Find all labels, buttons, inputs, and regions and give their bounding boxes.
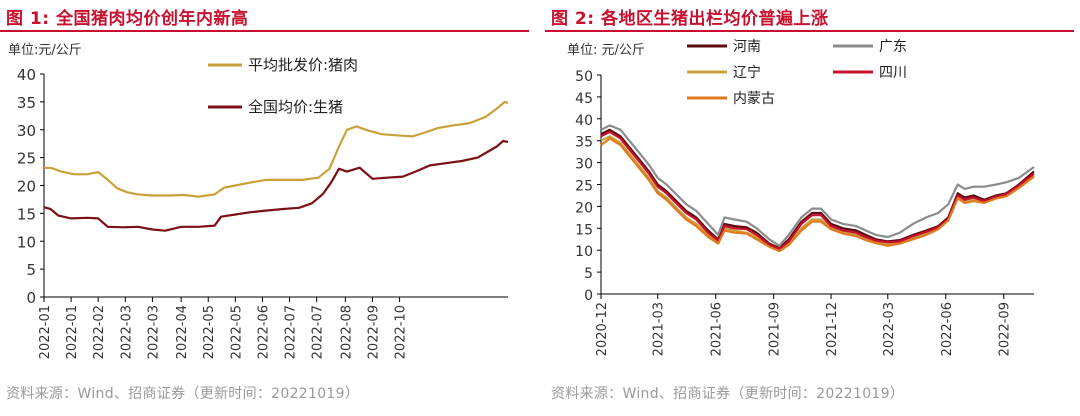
y-tick-label: 15: [575, 222, 593, 238]
x-tick-label: 2022-08: [339, 305, 354, 359]
y-tick-label: 15: [17, 205, 36, 223]
x-tick-label: 2020-12: [595, 302, 610, 356]
x-tick-label: 2022-07: [284, 305, 299, 359]
figure-1-chart: 单位:元/公斤 0 5 10 15 20 25 30 35 40 2022-01 2022-01 202…: [8, 43, 509, 359]
legend-label: 广东: [879, 39, 907, 55]
series-line-1: [43, 100, 509, 198]
y-tick-label: 5: [584, 266, 593, 282]
y-tick-label: 10: [575, 244, 593, 260]
x-tick-label: 2022-09: [366, 305, 381, 359]
x-tick-label: 2022-07: [311, 305, 326, 359]
y-tick-label: 40: [575, 113, 593, 129]
y-tick-label: 40: [17, 66, 36, 84]
x-tick-label: 2022-10: [394, 305, 409, 359]
legend-label: 河南: [733, 39, 761, 55]
y-tick-label: 10: [17, 233, 36, 251]
x-tick-label: 2021-03: [652, 302, 667, 356]
x-tick-label: 2022-01: [65, 305, 80, 359]
series-line-4: [600, 130, 1035, 250]
x-tick-label: 2022-01: [38, 305, 53, 359]
x-tick-label: 2021-06: [710, 302, 725, 356]
legend-label: 内蒙古: [733, 91, 775, 107]
x-tick-label: 2022-04: [175, 305, 190, 359]
figure-1-title-rule: [0, 30, 529, 32]
x-tick-label: 2022-05: [202, 305, 217, 359]
y-tick-label: 50: [575, 69, 593, 85]
figure-1-source: 资料来源：Wind、招商证券（更新时间：20221019）: [6, 386, 360, 402]
y-tick-label: 45: [575, 91, 593, 107]
y-tick-label: 35: [575, 135, 593, 151]
y-tick-label: 25: [17, 150, 36, 168]
y-tick-label: 0: [26, 289, 36, 307]
legend-label: 四川: [879, 65, 907, 81]
x-tick-label: 2022-02: [92, 305, 107, 359]
y-tick-label: 5: [26, 261, 36, 279]
figure-2-title-rule: [545, 30, 1074, 32]
x-tick-label: 2021-09: [768, 302, 783, 356]
y-tick-label: 20: [17, 178, 36, 196]
figure-2-title: 图 2: 各地区生猪出栏均价普遍上涨: [551, 9, 829, 29]
legend-label: 全国均价:生猪: [248, 98, 343, 116]
x-tick-label: 2022-03: [119, 305, 134, 359]
figure-2-source: 资料来源：Wind、招商证券（更新时间：20221019）: [551, 386, 905, 402]
y-tick-label: 30: [575, 157, 593, 173]
series-line-2: [43, 139, 509, 232]
y-tick-label: 30: [17, 122, 36, 140]
figure-1-title: 图 1: 全国猪肉均价创年内新高: [6, 9, 249, 29]
unit-label: 单位:元/公斤: [8, 43, 82, 58]
figure-2-panel: 图 2: 各地区生猪出栏均价普遍上涨 单位: 元/公斤 0 5 10 15 20 25 30 3…: [545, 0, 1080, 416]
x-tick-label: 2022-09: [998, 302, 1013, 356]
figure-1-panel: 图 1: 全国猪肉均价创年内新高 单位:元/公斤 0 5 10 15 20 25 30 35 40…: [0, 0, 535, 416]
x-tick-label: 2021-12: [825, 302, 840, 356]
series-line-2: [600, 124, 1035, 247]
figure-2-chart: 单位: 元/公斤 0 5 10 15 20 25 30 35 40 45 50 2020-12 2021-…: [567, 39, 1035, 356]
y-tick-label: 35: [17, 94, 36, 112]
y-tick-label: 25: [575, 179, 593, 195]
legend-label: 平均批发价:猪肉: [248, 56, 358, 74]
series-line-1: [600, 128, 1035, 250]
unit-label: 单位: 元/公斤: [567, 43, 645, 58]
y-tick-label: 20: [575, 200, 593, 216]
x-tick-label: 2022-05: [229, 305, 244, 359]
y-tick-label: 0: [584, 288, 593, 304]
x-tick-label: 2022-03: [146, 305, 161, 359]
x-tick-label: 2022-06: [256, 305, 271, 359]
x-tick-label: 2022-03: [882, 302, 897, 356]
series-line-5: [600, 137, 1035, 253]
legend-label: 辽宁: [733, 64, 761, 81]
x-tick-label: 2022-06: [940, 302, 955, 356]
